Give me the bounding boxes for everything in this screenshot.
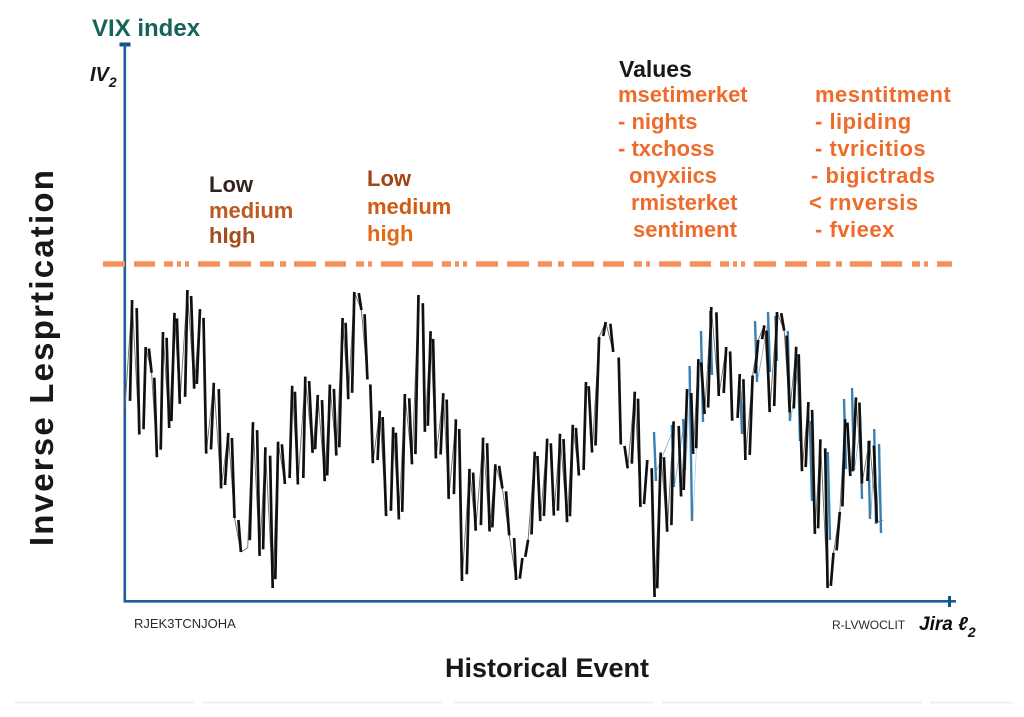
svg-text:< rnversis: < rnversis: [809, 190, 919, 215]
svg-text:Low: Low: [367, 166, 412, 191]
svg-text:Historical Event: Historical Event: [445, 653, 649, 683]
svg-text:- lipiding: - lipiding: [815, 109, 912, 134]
svg-text:onyxiics: onyxiics: [629, 163, 717, 188]
svg-text:sentiment: sentiment: [633, 217, 738, 242]
svg-text:rmisterket: rmisterket: [631, 190, 738, 215]
svg-text:msetimerket: msetimerket: [618, 82, 748, 107]
svg-text:VIX index: VIX index: [92, 15, 201, 42]
svg-text:RJEK3TCNJOHA: RJEK3TCNJOHA: [134, 616, 236, 631]
svg-text:medium: medium: [367, 194, 451, 219]
svg-text:- fvieex: - fvieex: [815, 217, 895, 242]
svg-text:medium: medium: [209, 198, 293, 223]
svg-text:Inverse Lesprtication: Inverse Lesprtication: [23, 168, 60, 546]
svg-text:hIgh: hIgh: [209, 223, 255, 248]
svg-text:- bigictrads: - bigictrads: [811, 163, 936, 188]
svg-text:- txchoss: - txchoss: [618, 136, 715, 161]
svg-text:mesntitment: mesntitment: [815, 82, 951, 107]
svg-text:Values: Values: [619, 56, 692, 82]
svg-text:high: high: [367, 221, 413, 246]
svg-text:- tvricitios: - tvricitios: [815, 136, 926, 161]
svg-text:- nights: - nights: [618, 109, 697, 134]
svg-text:Low: Low: [209, 172, 254, 197]
svg-text:R-LVWOCLIT: R-LVWOCLIT: [832, 618, 906, 632]
